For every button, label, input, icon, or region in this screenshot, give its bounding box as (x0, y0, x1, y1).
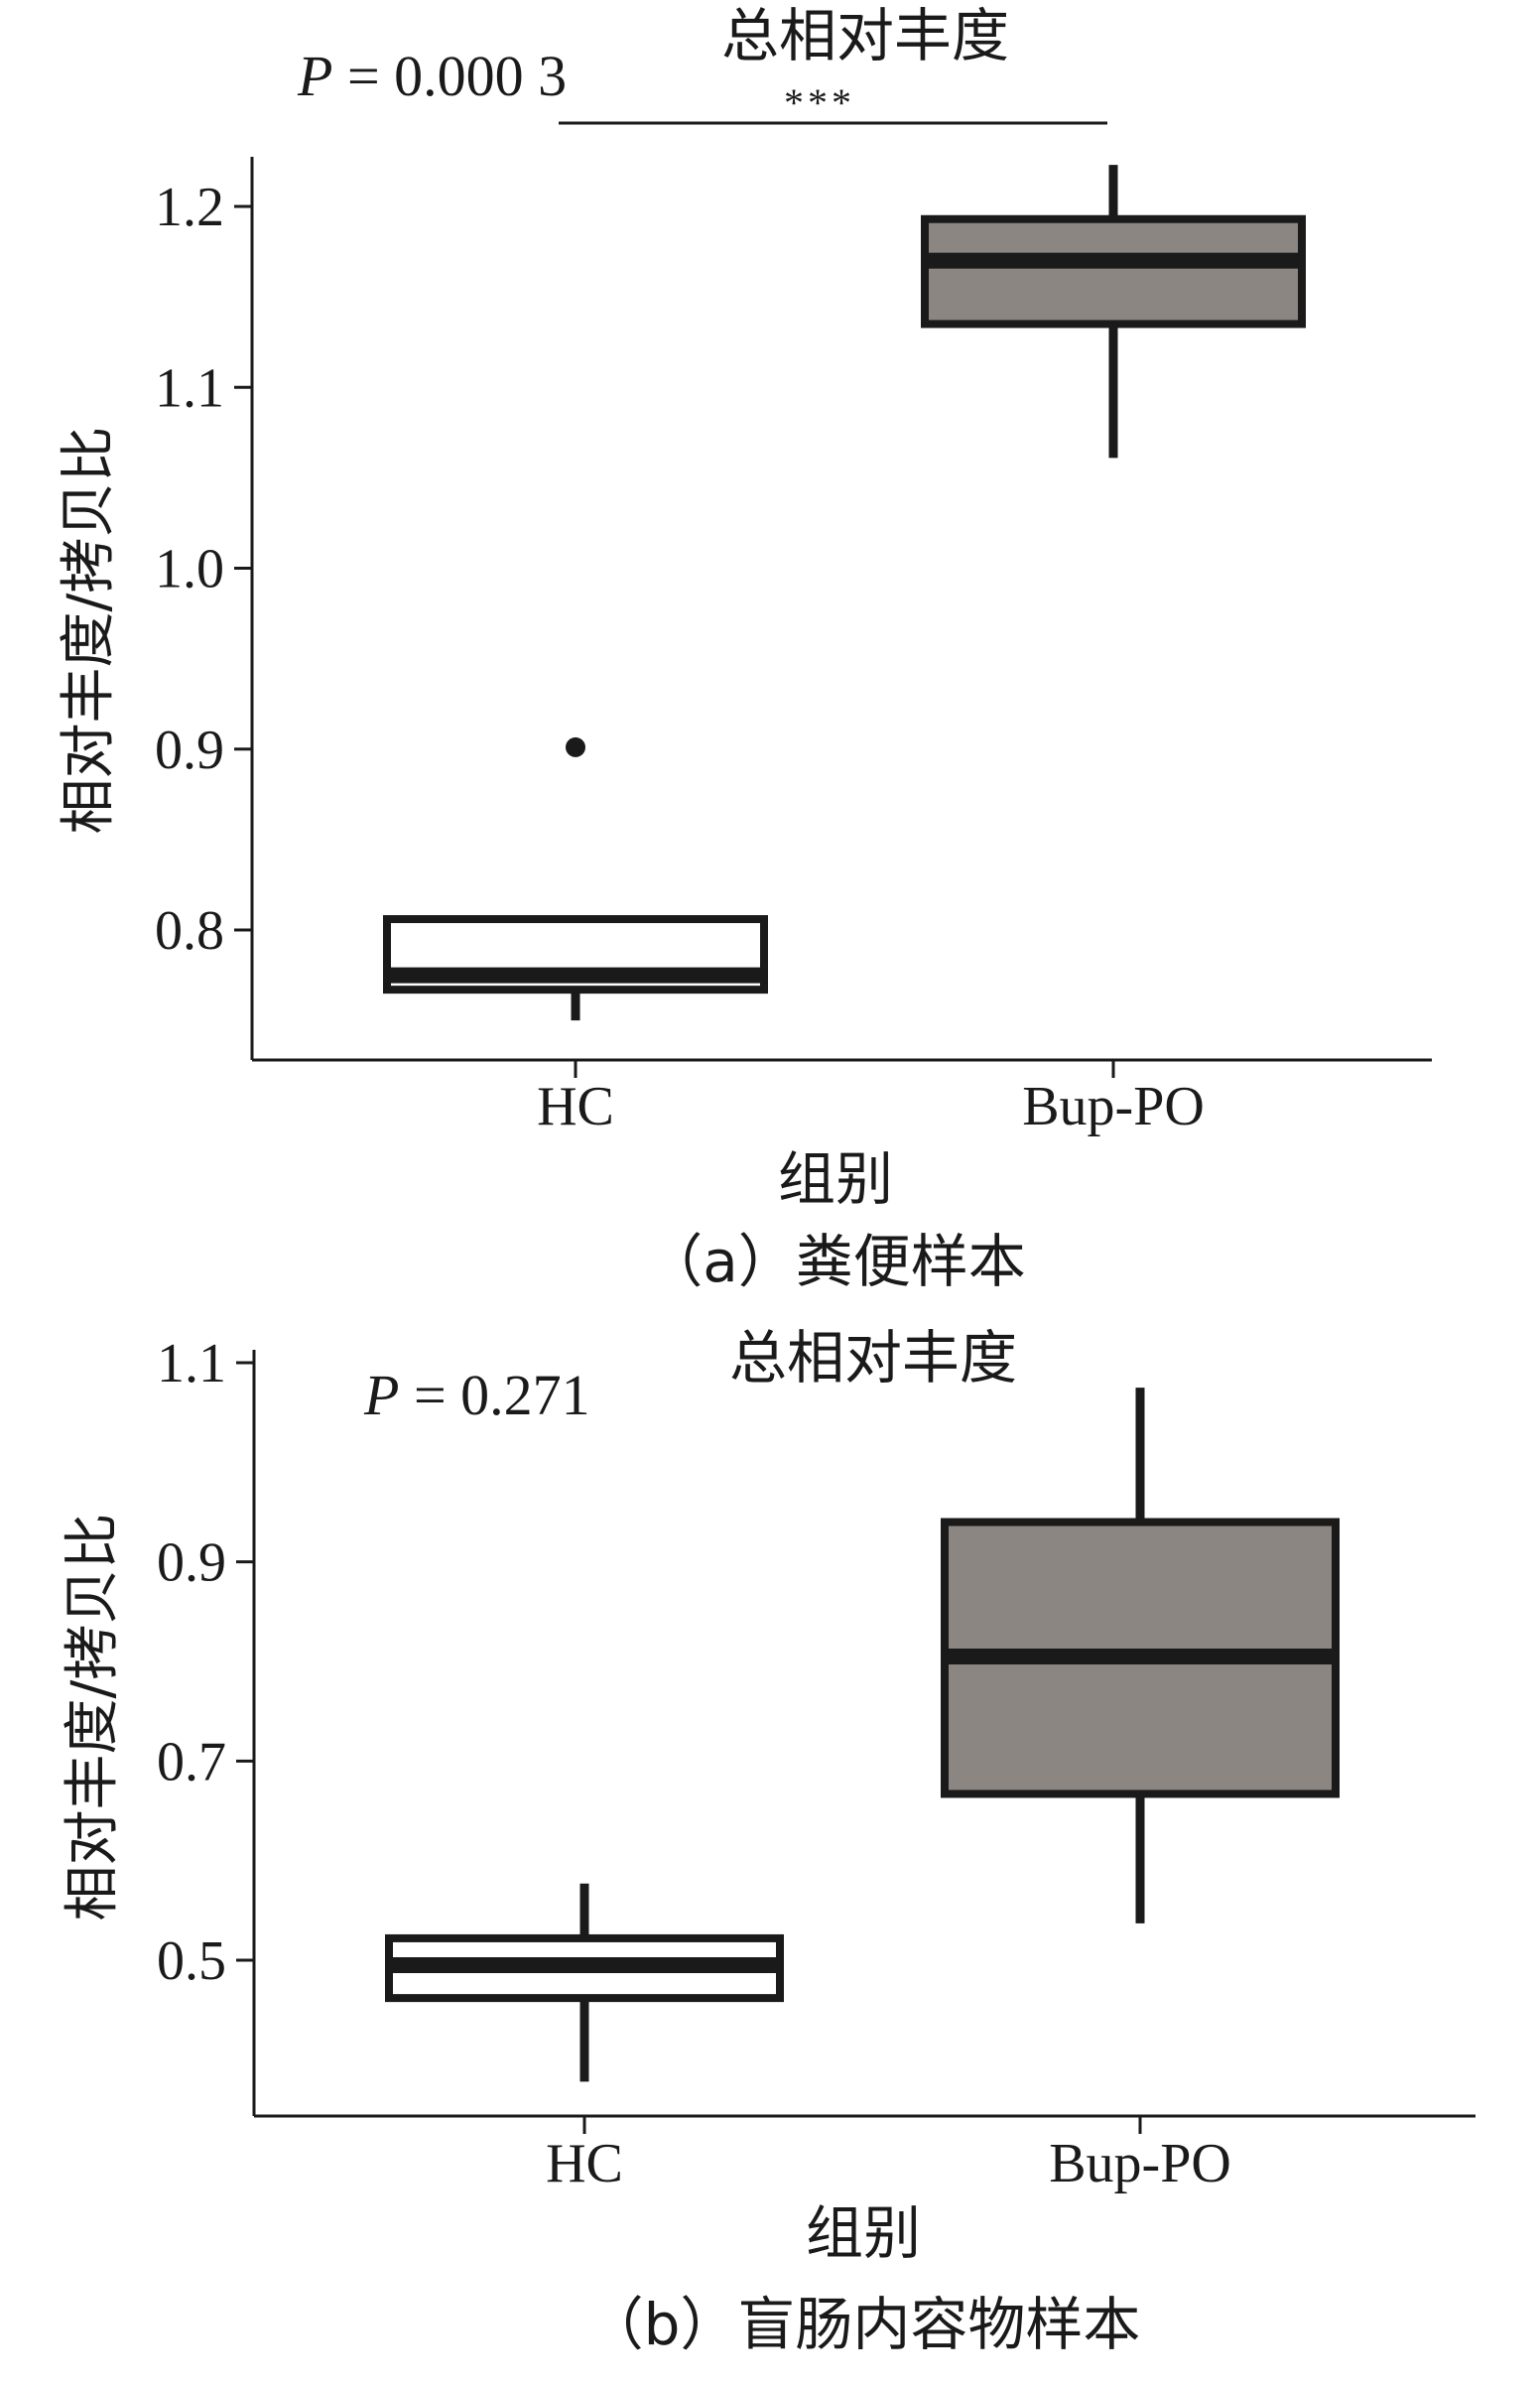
box-iqr (921, 214, 1306, 329)
x-tick-label: HC (537, 1076, 614, 1137)
y-tick-label: 1.2 (155, 177, 224, 238)
outlier-point (566, 736, 585, 757)
p-value: P = 0.000 3 (297, 44, 567, 108)
p-value-number: = 0.000 3 (332, 44, 567, 108)
box-HC (383, 736, 768, 1021)
x-tick-label: Bup-PO (1022, 1076, 1205, 1137)
chart-panel-a: 0.8 0.9 1.0 1.1 1.2 HC Bup-PO 总相对丰度 P = 0.000 3 *… (57, 2, 1432, 1295)
box-HC (385, 1883, 784, 2082)
y-axis-label: 相对丰度/拷贝比 (61, 1514, 125, 1922)
x-tick-label: Bup-PO (1049, 2133, 1231, 2194)
panel-caption: （a）粪便样本 (645, 1228, 1026, 1295)
box-Bup-PO (921, 165, 1306, 459)
y-axis-label: 相对丰度/拷贝比 (57, 427, 121, 835)
x-tick-label: HC (546, 2133, 623, 2194)
y-tick-label: 0.8 (155, 900, 224, 962)
box-Bup-PO (941, 1388, 1340, 1923)
chart-title: 总相对丰度 (729, 1324, 1017, 1392)
chart-panel-b: 0.5 0.7 0.9 1.1 HC Bup-PO 总相对丰度 P = 0.271 组别 相对丰度… (61, 1324, 1476, 2358)
y-tick-label: 0.5 (157, 1930, 226, 1992)
p-value-number: = 0.271 (399, 1363, 589, 1427)
y-tick-label: 0.7 (157, 1731, 226, 1792)
y-tick-label: 1.1 (155, 357, 224, 419)
x-axis-label: 组别 (806, 2199, 921, 2267)
y-tick-label: 1.1 (157, 1333, 226, 1394)
chart-title: 总相对丰度 (721, 2, 1009, 69)
panel-caption: （b）盲肠内容物样本 (586, 2291, 1141, 2358)
significance-stars: *** (784, 80, 855, 125)
y-tick-label: 0.9 (157, 1532, 226, 1594)
y-tick-label: 0.9 (155, 720, 224, 781)
y-tick-label: 1.0 (155, 539, 224, 600)
p-value-symbol: P (297, 44, 332, 108)
p-value-symbol: P (363, 1363, 399, 1427)
x-axis-label: 组别 (778, 1145, 893, 1213)
p-value: P = 0.271 (363, 1363, 590, 1427)
